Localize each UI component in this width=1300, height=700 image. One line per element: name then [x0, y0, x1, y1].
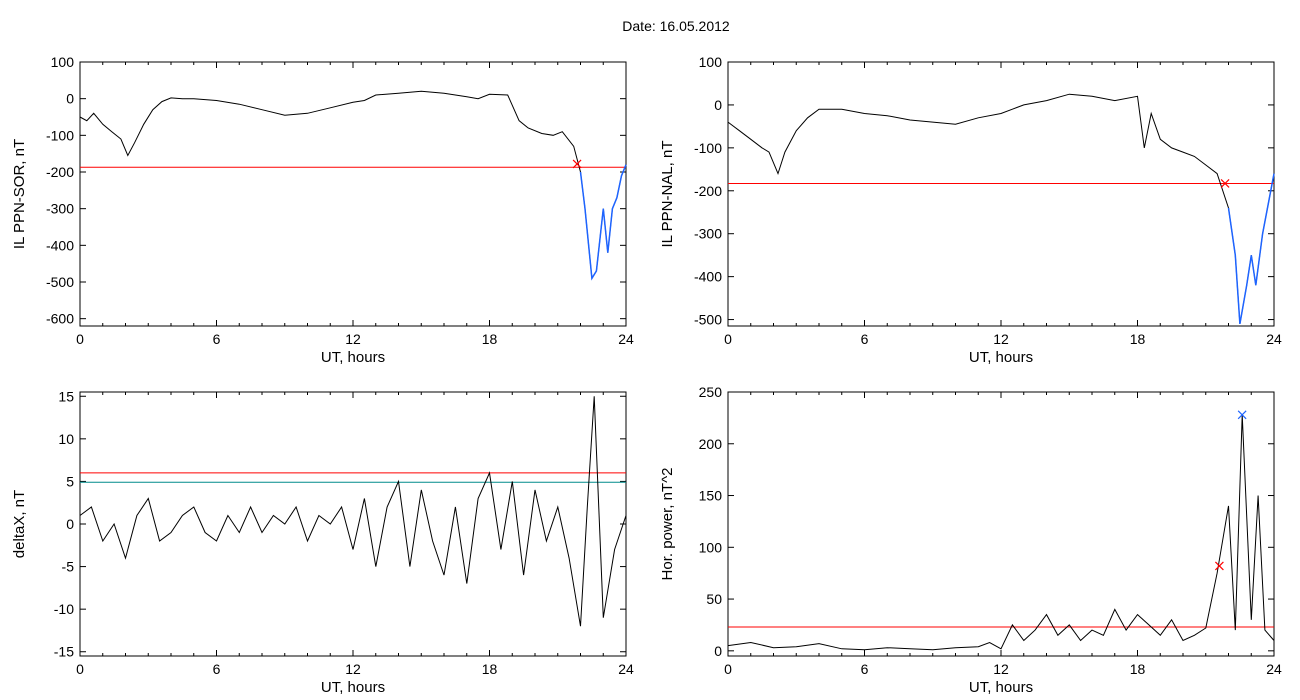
x-tick-label: 24 — [618, 331, 634, 347]
x-tick-label: 0 — [724, 661, 732, 677]
y-tick-label: -500 — [694, 312, 722, 328]
x-tick-label: 18 — [1130, 331, 1146, 347]
plot-frame — [727, 61, 1275, 327]
panel-nal: 0 6 12 18 24 100 0 -100 -200 -300 -400 -500 UT, hour… — [659, 54, 1282, 366]
x-axis-label: UT, hours — [969, 349, 1033, 366]
x-tick-label: 12 — [345, 661, 361, 677]
y-axis-label: IL PPN-NAL, nT — [659, 141, 676, 248]
x-axis-label: UT, hours — [321, 349, 385, 366]
x-tick-label: 24 — [618, 661, 634, 677]
y-tick-label: -500 — [46, 274, 74, 290]
plot-frame — [727, 391, 1275, 657]
panel-hor-power: 0 6 12 18 24 250 200 150 100 50 0 UT, hours Hor. pow… — [659, 384, 1282, 696]
page-title: Date: 16.05.2012 — [622, 18, 730, 34]
panel-sor: 0 6 12 18 24 100 0 -100 -200 -300 -400 -500 -600 UT, … — [11, 54, 634, 366]
y-tick-label: -600 — [46, 311, 74, 327]
panel-deltax: 0 6 12 18 24 15 10 5 0 -5 -10 -15 UT, hours deltaX, n… — [11, 388, 634, 696]
y-tick-label: -200 — [694, 183, 722, 199]
y-tick-label: -400 — [694, 269, 722, 285]
y-axis-label: IL PPN-SOR, nT — [11, 139, 28, 249]
x-tick-label: 6 — [861, 661, 869, 677]
y-tick-label: 100 — [699, 54, 723, 70]
marker-cross — [1214, 561, 1224, 571]
y-tick-label: 100 — [51, 54, 75, 70]
y-tick-label: 200 — [699, 436, 723, 452]
y-tick-label: 10 — [58, 431, 74, 447]
highlight-segment — [579, 164, 627, 281]
x-tick-label: 0 — [76, 661, 84, 677]
marker-cross — [572, 159, 582, 169]
x-tick-label: 24 — [1266, 661, 1282, 677]
y-tick-label: 100 — [699, 539, 723, 555]
x-axis-label: UT, hours — [969, 679, 1033, 696]
x-tick-label: 24 — [1266, 331, 1282, 347]
y-tick-label: 0 — [714, 643, 722, 659]
y-tick-label: -10 — [54, 601, 74, 617]
y-tick-label: 0 — [66, 91, 74, 107]
x-tick-label: 12 — [345, 331, 361, 347]
y-tick-label: -300 — [694, 226, 722, 242]
x-tick-label: 18 — [482, 661, 498, 677]
y-tick-label: -400 — [46, 237, 74, 253]
y-tick-label: -15 — [54, 644, 74, 660]
y-tick-label: 150 — [699, 488, 723, 504]
y-tick-label: -300 — [46, 201, 74, 217]
x-tick-label: 18 — [482, 331, 498, 347]
x-tick-label: 6 — [861, 331, 869, 347]
x-tick-label: 0 — [76, 331, 84, 347]
y-tick-label: 0 — [66, 516, 74, 532]
y-tick-label: -200 — [46, 164, 74, 180]
x-tick-label: 18 — [1130, 661, 1146, 677]
x-tick-label: 6 — [213, 661, 221, 677]
data-series-line — [727, 93, 1275, 324]
x-axis-label: UT, hours — [321, 679, 385, 696]
data-series-line — [79, 90, 627, 280]
data-series-line — [79, 396, 627, 627]
x-tick-label: 0 — [724, 331, 732, 347]
y-tick-label: 15 — [58, 388, 74, 404]
plot-frame — [79, 391, 627, 657]
y-axis-label: deltaX, nT — [11, 490, 28, 558]
data-series-line — [727, 414, 1275, 651]
x-tick-label: 6 — [213, 331, 221, 347]
y-tick-label: -100 — [46, 127, 74, 143]
y-tick-label: 5 — [66, 473, 74, 489]
y-tick-label: -100 — [694, 140, 722, 156]
y-axis-label: Hor. power, nT^2 — [659, 468, 676, 581]
y-tick-label: 50 — [706, 591, 722, 607]
x-tick-label: 12 — [993, 661, 1009, 677]
y-tick-label: 0 — [714, 97, 722, 113]
marker-cross — [1237, 410, 1247, 420]
y-tick-label: 250 — [699, 384, 723, 400]
x-tick-label: 12 — [993, 331, 1009, 347]
marker-cross — [1220, 179, 1230, 188]
highlight-segment — [1227, 173, 1275, 325]
y-tick-label: -5 — [62, 559, 75, 575]
